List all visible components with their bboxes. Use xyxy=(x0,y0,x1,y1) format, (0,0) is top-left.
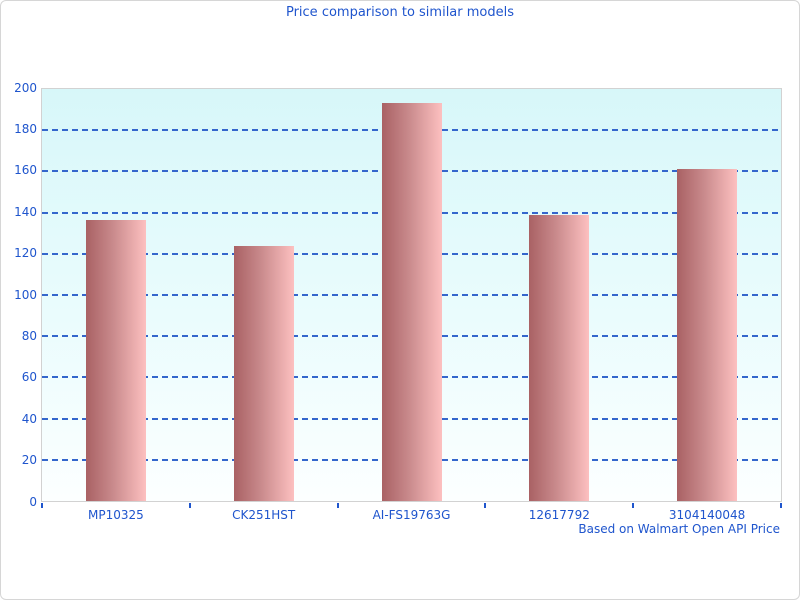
x-category-label-AI-FS19763G: AI-FS19763G xyxy=(372,508,451,522)
bar-CK251HST xyxy=(233,245,294,501)
y-tick-label-200: 200 xyxy=(14,80,37,95)
y-tick-label-140: 140 xyxy=(14,204,37,219)
y-tick-label-0: 0 xyxy=(29,494,37,509)
y-tick-label-40: 40 xyxy=(21,411,37,426)
x-category-label-3104140048: 3104140048 xyxy=(668,508,746,522)
y-tick-label-100: 100 xyxy=(14,287,37,302)
y-tick-label-20: 20 xyxy=(21,453,37,468)
x-axis-tick-3 xyxy=(484,503,487,508)
chart-footnote: Based on Walmart Open API Price xyxy=(578,522,780,536)
x-category-label-12617792: 12617792 xyxy=(528,508,590,522)
bar-3104140048 xyxy=(677,169,738,501)
x-axis-tick-0 xyxy=(41,503,43,508)
x-category-label-CK251HST: CK251HST xyxy=(232,508,296,522)
x-axis-tick-4 xyxy=(632,503,635,508)
plot-area xyxy=(41,88,782,502)
x-axis-tick-5 xyxy=(780,503,782,508)
bar-MP10325 xyxy=(85,219,146,501)
y-tick-label-120: 120 xyxy=(14,246,37,261)
x-axis-tick-2 xyxy=(336,503,339,508)
bar-AI-FS19763G xyxy=(381,103,442,501)
bar-12617792 xyxy=(529,214,590,501)
y-tick-label-180: 180 xyxy=(14,121,37,136)
x-axis-tick-1 xyxy=(188,503,191,508)
y-tick-label-160: 160 xyxy=(14,163,37,178)
y-tick-label-80: 80 xyxy=(21,328,37,343)
x-category-label-MP10325: MP10325 xyxy=(88,508,144,522)
chart-title: Price comparison to similar models xyxy=(285,5,515,20)
y-tick-label-60: 60 xyxy=(21,370,37,385)
